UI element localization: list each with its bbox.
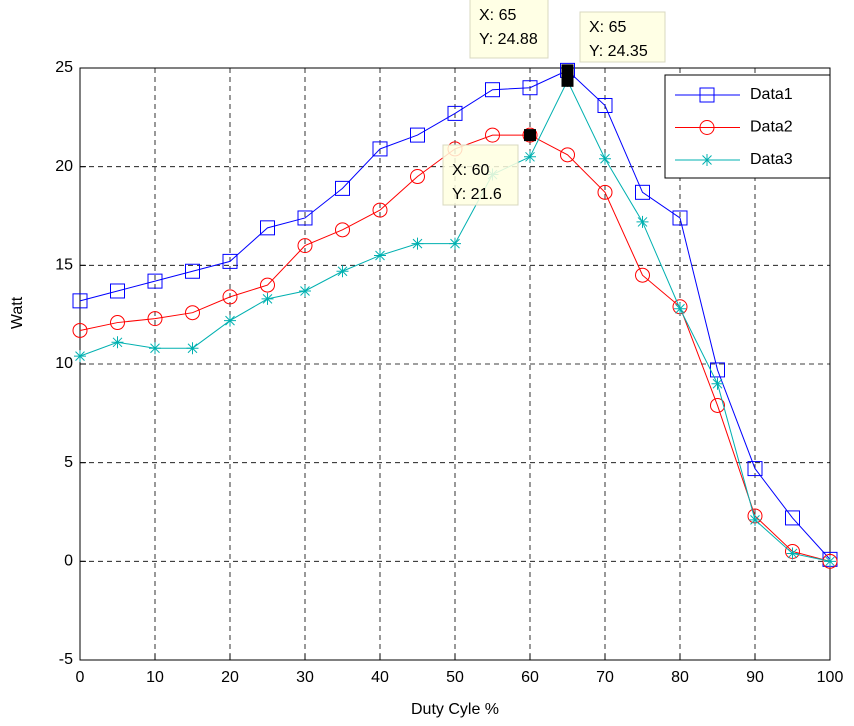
marker (224, 314, 236, 327)
marker (635, 267, 650, 283)
marker (147, 273, 163, 289)
x-tick-label: 70 (596, 669, 614, 686)
y-axis-label: Watt (9, 296, 26, 329)
marker (599, 152, 611, 165)
datatip-box (442, 144, 519, 206)
marker (72, 293, 88, 309)
marker (822, 553, 838, 569)
marker (260, 277, 275, 293)
legend-label: Data1 (750, 86, 793, 103)
marker (636, 215, 649, 228)
marker (374, 249, 386, 262)
y-tick-label: 5 (64, 454, 73, 471)
y-tick-label: 25 (55, 59, 73, 76)
x-tick-label: 100 (817, 669, 844, 686)
marker (372, 202, 388, 218)
datatip-point (561, 64, 574, 77)
marker (824, 555, 836, 568)
datatip-box (469, 0, 549, 59)
legend-label: Data2 (750, 119, 793, 136)
marker (449, 237, 461, 250)
datatip-point (561, 74, 574, 87)
marker (672, 210, 688, 226)
legend-marker (699, 87, 715, 103)
marker (711, 377, 724, 390)
marker (185, 263, 200, 279)
x-tick-label: 0 (76, 669, 85, 686)
marker (185, 305, 200, 321)
marker (447, 105, 463, 121)
x-tick-label: 20 (221, 669, 239, 686)
x-axis-label: Duty Cyle % (411, 701, 499, 718)
marker (410, 127, 425, 143)
marker (260, 220, 275, 236)
marker (597, 97, 613, 113)
y-tick-label: 20 (55, 158, 73, 175)
axes-box (79, 67, 831, 661)
marker (72, 322, 88, 338)
marker (522, 127, 538, 143)
marker (785, 510, 800, 526)
datatip-point (524, 129, 536, 142)
marker (749, 513, 761, 526)
x-tick-label: 80 (671, 669, 689, 686)
marker (597, 184, 613, 200)
marker (261, 292, 274, 305)
x-tick-label: 30 (296, 669, 314, 686)
x-tick-label: 40 (371, 669, 389, 686)
series-line (79, 69, 831, 560)
datatip-box (579, 11, 666, 63)
marker (149, 342, 161, 355)
marker (186, 342, 199, 355)
marker (411, 237, 424, 250)
marker (560, 147, 575, 163)
legend-label: Data3 (750, 151, 793, 168)
marker (335, 180, 350, 196)
marker (74, 350, 86, 363)
y-tick-label: 0 (64, 553, 73, 570)
marker (297, 210, 313, 226)
y-tick-label: 15 (55, 257, 73, 274)
y-tick-label: 10 (55, 355, 73, 372)
x-tick-label: 50 (446, 669, 464, 686)
marker (111, 336, 124, 349)
marker (524, 150, 536, 163)
marker (786, 547, 799, 560)
marker (485, 82, 500, 98)
legend-box (664, 74, 831, 179)
marker (110, 283, 125, 299)
legend-marker (699, 120, 715, 135)
marker (410, 169, 425, 185)
x-tick-label: 60 (521, 669, 539, 686)
marker (372, 141, 388, 157)
marker (485, 127, 500, 143)
datatip-text: X: 60 (452, 162, 489, 179)
marker (522, 80, 538, 96)
datatip-text: Y: 24.35 (589, 43, 648, 60)
marker (710, 397, 725, 413)
x-tick-label: 10 (146, 669, 164, 686)
marker (110, 315, 125, 331)
marker (222, 253, 238, 269)
datatip-text: X: 65 (589, 19, 626, 36)
marker (222, 289, 238, 305)
datatip-text: X: 65 (479, 7, 516, 24)
marker (147, 311, 163, 327)
marker (335, 222, 350, 238)
marker (747, 461, 763, 477)
marker (299, 284, 311, 297)
marker (635, 184, 650, 200)
x-tick-label: 90 (746, 669, 764, 686)
legend-marker (701, 154, 713, 166)
datatip-text: Y: 21.6 (452, 186, 502, 203)
datatip-text: Y: 24.88 (479, 31, 538, 48)
marker (297, 238, 313, 254)
marker (336, 265, 349, 278)
y-tick-label: -5 (59, 651, 73, 668)
marker (674, 302, 686, 315)
